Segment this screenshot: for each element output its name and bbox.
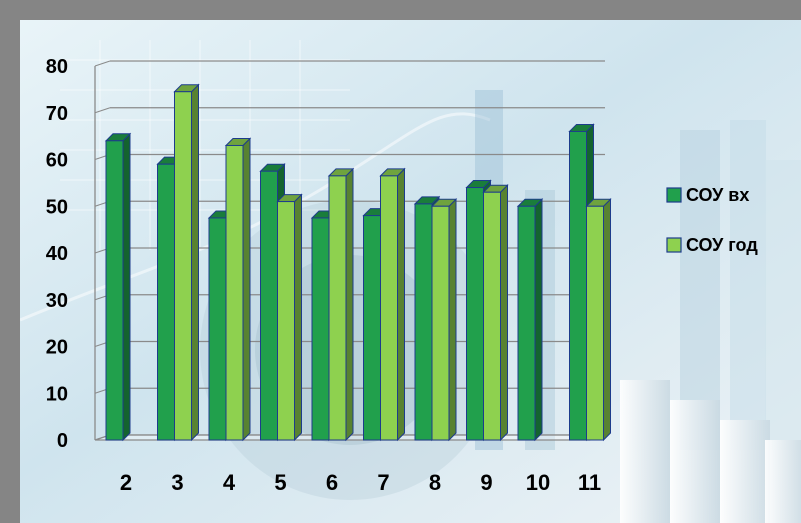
legend-label: СОУ вх (686, 185, 749, 205)
x-tick-label: 10 (526, 470, 550, 495)
bar-side (242, 137, 251, 442)
bar-front (586, 205, 604, 441)
y-tick-label: 0 (57, 430, 68, 452)
bar (224, 137, 252, 442)
y-tick-label: 70 (46, 103, 68, 125)
bar-side (191, 83, 199, 442)
x-tick-label: 6 (326, 470, 338, 495)
legend-swatch (666, 237, 682, 253)
bar (327, 167, 355, 442)
x-tick-label: 9 (480, 470, 492, 495)
x-tick-label: 4 (223, 470, 236, 495)
bar-front (380, 175, 398, 441)
axis-tick-labels: 0 10 20 30 40 50 60 70 80 2 3 4 5 6 7 8 9 10 11 (46, 56, 601, 495)
gridline-depth (94, 60, 111, 67)
bar-front (466, 187, 484, 441)
bar-front (431, 205, 450, 441)
bar-front (363, 215, 381, 441)
bar-front (414, 203, 433, 441)
y-tick-label: 10 (46, 383, 68, 405)
bar (379, 167, 406, 442)
bar (276, 193, 303, 442)
x-tick-label: 7 (377, 470, 389, 495)
bar-front (260, 170, 278, 441)
y-tick-label: 50 (46, 196, 68, 218)
bar-front (157, 163, 175, 441)
y-tick-label: 40 (46, 243, 68, 265)
bar-front (517, 205, 536, 441)
bar (104, 132, 132, 442)
bar-front (483, 191, 501, 441)
bar-front (328, 175, 347, 441)
y-tick-label: 30 (46, 290, 68, 312)
bar-side (448, 198, 457, 442)
bar-front (208, 217, 227, 441)
bar (516, 198, 544, 442)
bar-side (534, 198, 543, 442)
bar (585, 198, 612, 442)
y-tick-label: 80 (46, 56, 68, 78)
bars (104, 83, 612, 442)
bar-side (345, 167, 354, 442)
legend-label: СОУ год (686, 235, 758, 255)
x-tick-label: 2 (120, 470, 132, 495)
bar-front (105, 140, 124, 441)
background-graphic (20, 20, 801, 523)
y-tick-label: 60 (46, 150, 68, 172)
bar-front (569, 130, 587, 441)
legend-swatch (666, 187, 682, 203)
bar-side (603, 198, 611, 442)
bar-side (500, 184, 508, 442)
bar-front (311, 217, 330, 441)
bar-side (397, 167, 405, 442)
bar (430, 198, 458, 442)
bar (173, 83, 200, 442)
x-tick-label: 11 (578, 470, 601, 495)
bar (482, 184, 509, 442)
bar-front (225, 144, 244, 441)
x-tick-label: 8 (429, 470, 441, 495)
bar-side (122, 132, 131, 442)
bar-side (294, 193, 302, 442)
legend: СОУ вх СОУ год (666, 185, 758, 255)
bar-front (277, 201, 295, 441)
x-tick-label: 3 (171, 470, 183, 495)
gridline-depth (94, 107, 111, 114)
y-tick-label: 20 (46, 337, 68, 359)
bar-front (174, 91, 192, 441)
x-tick-label: 5 (274, 470, 286, 495)
chart-panel: 0 10 20 30 40 50 60 70 80 2 3 4 5 6 7 8 9 10 11 СОУ вх СОУ … (20, 20, 801, 523)
